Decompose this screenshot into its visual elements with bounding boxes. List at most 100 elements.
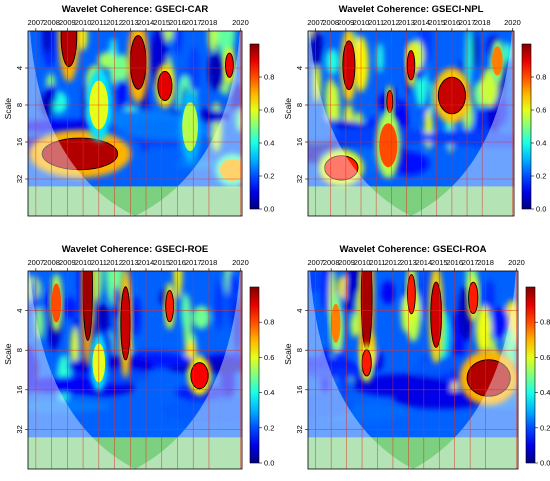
x-tick-label: 2015 xyxy=(153,18,170,27)
texture-blob xyxy=(62,297,78,319)
x-tick-label: 2013 xyxy=(400,258,417,267)
texture-blob xyxy=(419,271,431,322)
chart-title: Wavelet Coherence: GSECI-NPL xyxy=(339,4,484,15)
x-tick-label: 2016 xyxy=(169,258,186,267)
texture-blob xyxy=(381,280,395,305)
x-tick-label: 2010 xyxy=(75,18,92,27)
x-tick-label: 2013 xyxy=(122,258,139,267)
coherence-region xyxy=(407,274,416,315)
colorbar xyxy=(525,286,536,464)
x-tick-label: 2015 xyxy=(153,258,170,267)
y-tick-label: 8 xyxy=(295,348,304,352)
coherence-region xyxy=(331,303,341,343)
texture-blob xyxy=(181,292,189,330)
plot-frame xyxy=(307,30,515,217)
y-tick-label: 16 xyxy=(295,386,304,394)
texture-blob xyxy=(313,62,321,103)
texture-blob xyxy=(113,54,131,81)
texture-blob xyxy=(98,52,116,69)
x-tick-label: 2015 xyxy=(428,18,445,27)
texture-band xyxy=(163,398,242,423)
colorbar-tick-label: 0.4 xyxy=(264,388,274,397)
colorbar-tick-label: 0.4 xyxy=(536,139,546,148)
texture-blob xyxy=(188,46,201,93)
x-tick-label: 2015 xyxy=(431,258,448,267)
coherence-region xyxy=(324,155,359,181)
coherence-region xyxy=(219,158,242,181)
colorbar-tick-label: 0.8 xyxy=(264,318,274,327)
texture-band xyxy=(308,394,354,419)
coherence-region xyxy=(190,362,209,390)
x-tick-label: 2007 xyxy=(28,258,45,267)
texture-blob xyxy=(164,31,174,42)
colorbar-tick-label: 0.2 xyxy=(536,172,546,181)
x-tick-label: 2007 xyxy=(307,258,324,267)
x-tick-label: 2017 xyxy=(185,258,202,267)
y-tick-label: 16 xyxy=(295,138,304,146)
low-frequency-band xyxy=(308,437,518,469)
colorbar-tick-label: 0.4 xyxy=(540,388,550,397)
plot-frame xyxy=(27,270,243,470)
cone-of-influence xyxy=(28,271,242,469)
x-tick-label: 2009 xyxy=(59,18,76,27)
texture-blob xyxy=(321,271,331,312)
texture-blob xyxy=(475,305,492,354)
coherence-regions xyxy=(49,271,212,396)
texture-blob xyxy=(214,278,224,331)
x-tick-label: 2018 xyxy=(474,18,491,27)
colorbar-tick-label: 0.8 xyxy=(264,73,274,82)
y-tick-label: 16 xyxy=(15,386,24,394)
colorbar xyxy=(249,286,260,464)
texture-blob xyxy=(113,286,121,319)
y-tick-label: 32 xyxy=(295,425,304,433)
low-frequency-band xyxy=(28,437,242,469)
chart-panel-1: Wavelet Coherence: GSECI-CAR 2007 2008 2009… xyxy=(3,4,274,217)
grid-lines xyxy=(28,31,242,216)
texture-blob xyxy=(70,327,79,368)
texture-blob xyxy=(230,83,242,117)
heatmap-area xyxy=(308,31,514,216)
low-frequency-band xyxy=(308,186,514,216)
x-tick-label: 2013 xyxy=(398,18,415,27)
x-tick-label: 2010 xyxy=(75,258,92,267)
colorbar-tick-label: 0.0 xyxy=(540,459,550,468)
coherence-region xyxy=(468,281,479,314)
coherence-region xyxy=(129,35,147,90)
y-axis-label: Scale xyxy=(283,343,293,365)
y-tick-label: 8 xyxy=(295,103,304,107)
y-tick-label: 4 xyxy=(15,66,24,70)
x-tick-label: 2012 xyxy=(106,18,123,27)
x-tick-label: 2018 xyxy=(201,18,218,27)
x-tick-label: 2008 xyxy=(43,258,60,267)
texture-blob xyxy=(97,302,110,332)
x-tick-label: 2012 xyxy=(385,258,402,267)
x-tick-label: 2018 xyxy=(477,258,494,267)
plot-frame xyxy=(27,30,243,217)
cone-of-influence xyxy=(308,271,518,469)
coherence-regions xyxy=(318,31,505,187)
texture-blob xyxy=(376,43,384,73)
y-axis-label: Scale xyxy=(283,98,293,120)
texture-blob xyxy=(30,275,37,321)
texture-blob xyxy=(502,42,513,63)
x-tick-label: 2014 xyxy=(413,18,430,27)
coherence-region xyxy=(430,281,443,348)
x-tick-label: 2014 xyxy=(415,258,432,267)
texture-blob xyxy=(491,306,510,341)
colorbar-tick-label: 0.2 xyxy=(264,172,274,181)
y-tick-label: 4 xyxy=(295,309,304,313)
colorbar-tick-label: 0.8 xyxy=(536,73,546,82)
cone-of-influence xyxy=(308,31,514,216)
y-tick-label: 4 xyxy=(15,309,24,313)
colorbar-tick-label: 0.0 xyxy=(536,205,546,214)
x-tick-label: 2011 xyxy=(369,258,385,267)
chart-title: Wavelet Coherence: GSECI-CAR xyxy=(62,4,209,15)
texture-blob xyxy=(43,31,52,54)
x-tick-label: 2007 xyxy=(28,18,45,27)
texture-blob xyxy=(208,31,219,52)
x-tick-label: 2016 xyxy=(444,18,461,27)
x-tick-label: 2011 xyxy=(368,18,384,27)
x-tick-label: 2018 xyxy=(201,258,218,267)
x-tick-label: 2013 xyxy=(122,18,139,27)
low-frequency-band xyxy=(28,186,242,216)
